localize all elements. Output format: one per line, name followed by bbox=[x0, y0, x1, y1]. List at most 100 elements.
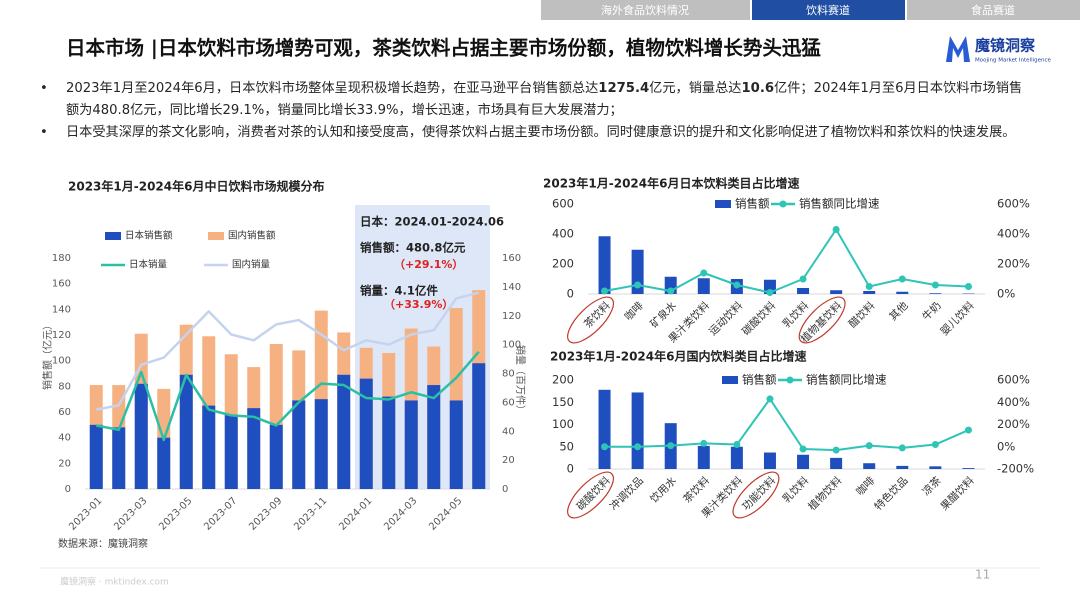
tab[interactable] bbox=[541, 0, 750, 20]
source: 数据来源：魔镜洞察 bbox=[58, 537, 148, 550]
line-marker bbox=[700, 269, 708, 277]
tab-label[interactable]: 海外食品饮料情况 bbox=[601, 3, 689, 17]
line-marker bbox=[832, 226, 840, 233]
bullet-text: 10.6 bbox=[741, 81, 775, 96]
bar bbox=[830, 457, 843, 469]
x-tick-label: 乳饮料 bbox=[780, 299, 812, 331]
line-marker bbox=[898, 444, 906, 452]
bar bbox=[598, 389, 611, 469]
bar bbox=[929, 466, 942, 469]
y2-tick-label: 200% bbox=[997, 417, 1030, 431]
line-marker bbox=[733, 441, 741, 449]
bar bbox=[179, 374, 193, 489]
x-tick-label: 乳饮料 bbox=[780, 474, 812, 506]
y2-tick-label: 400% bbox=[997, 395, 1030, 409]
y2-tick-label: 600% bbox=[997, 373, 1030, 387]
bullet: 日本受其深厚的茶文化影响，消费者对茶的认知和接受度高，使得茶饮料占据主要市场份额… bbox=[40, 122, 1030, 144]
line-marker bbox=[964, 283, 972, 290]
bar bbox=[631, 249, 644, 294]
bar bbox=[314, 399, 328, 489]
bar bbox=[929, 293, 942, 294]
bar bbox=[449, 400, 463, 489]
x-tick-label: 植物饮料 bbox=[805, 474, 844, 513]
bar bbox=[631, 392, 644, 469]
bar bbox=[896, 465, 909, 469]
bar bbox=[269, 424, 283, 489]
bar bbox=[247, 408, 261, 489]
line-marker bbox=[634, 281, 642, 289]
x-tick-label: 茶饮料 bbox=[581, 299, 613, 331]
tab-label[interactable]: 食品赛道 bbox=[971, 3, 1015, 17]
y-axis-label: 销售额（亿元） bbox=[41, 320, 54, 390]
y2-tick-label: 400% bbox=[997, 227, 1030, 241]
y-tick-label: 400 bbox=[552, 227, 574, 241]
y2-tick-label: 0 bbox=[502, 484, 508, 495]
legend-label: 日本销售额 bbox=[125, 230, 173, 242]
x-tick-label: 2024-01 bbox=[337, 495, 374, 532]
highlight-ring bbox=[567, 471, 614, 519]
x-tick-label: 2024-03 bbox=[382, 495, 419, 532]
annotation: （+29.1%） bbox=[394, 258, 463, 271]
bar bbox=[896, 291, 909, 294]
bar bbox=[830, 290, 843, 294]
logo-tagline: Moojing Market Intelligence bbox=[975, 58, 1052, 64]
x-tick-label: 牛奶 bbox=[920, 299, 944, 323]
x-tick-label: 婴儿饮料 bbox=[938, 299, 977, 338]
line-marker bbox=[898, 275, 906, 283]
tab-active[interactable] bbox=[752, 0, 905, 20]
bar bbox=[863, 291, 876, 294]
x-tick-label: 2023-05 bbox=[157, 495, 194, 532]
x-tick-label: 2023-07 bbox=[202, 495, 239, 532]
x-tick-label: 矿泉水 bbox=[647, 299, 679, 331]
y-tick-label: 0 bbox=[567, 462, 574, 476]
legend-label: 国内销量 bbox=[232, 259, 271, 271]
x-tick-label: 饮用水 bbox=[647, 474, 679, 506]
y2-tick-label: 140 bbox=[502, 282, 521, 293]
legend-label: 销售额 bbox=[735, 197, 770, 211]
y-tick-label: 100 bbox=[552, 417, 574, 431]
y2-tick-label: 80 bbox=[502, 369, 515, 380]
bar bbox=[112, 427, 126, 489]
y2-tick-label: 60 bbox=[502, 397, 515, 408]
x-tick-label: 果醋饮料 bbox=[938, 474, 977, 513]
legend-label: 国内销售额 bbox=[228, 230, 276, 242]
y-tick-label: 50 bbox=[559, 439, 574, 453]
highlight-ring bbox=[732, 471, 780, 519]
line-marker bbox=[964, 426, 972, 434]
line-marker bbox=[766, 289, 774, 296]
x-tick-label: 2024-05 bbox=[427, 495, 464, 532]
bullet-text: 2023年1月至2024年6月，日本饮料市场整体呈现积极增长趋势，在亚马逊平台销… bbox=[66, 81, 599, 96]
y-tick-label: 0 bbox=[65, 484, 71, 495]
page-number: 11 bbox=[975, 568, 990, 582]
chart-title: 2023年1月-2024年6月中日饮料市场规模分布 bbox=[68, 179, 324, 194]
line-marker bbox=[601, 443, 609, 451]
tab[interactable] bbox=[907, 0, 1080, 20]
bar bbox=[337, 374, 351, 489]
line-marker bbox=[667, 287, 675, 295]
bar bbox=[202, 405, 216, 489]
highlight-ring bbox=[567, 296, 614, 344]
legend-swatch bbox=[722, 376, 738, 384]
x-tick-label: 2023-01 bbox=[67, 495, 104, 532]
bar bbox=[763, 452, 776, 469]
y2-tick-label: 0% bbox=[997, 439, 1015, 453]
legend-swatch bbox=[208, 232, 224, 240]
line-marker bbox=[667, 442, 675, 450]
line-marker bbox=[733, 281, 741, 289]
legend-marker bbox=[786, 376, 794, 384]
y-tick-label: 0 bbox=[567, 287, 574, 301]
y2-tick-label: 160 bbox=[502, 253, 521, 264]
bar bbox=[157, 437, 171, 489]
legend-swatch bbox=[105, 232, 121, 240]
y-tick-label: 140 bbox=[52, 304, 71, 315]
tab-label[interactable]: 饮料赛道 bbox=[806, 3, 850, 17]
bullet-text: 亿件；2024年1月至6月日本饮料市场销售额为480.8亿元，同比增长29.1%… bbox=[66, 81, 1023, 118]
bar bbox=[863, 463, 876, 469]
bar bbox=[697, 278, 710, 294]
bullet-text: 日本受其深厚的茶文化影响，消费者对茶的认知和接受度高，使得茶饮料占据主要市场份额… bbox=[66, 125, 1016, 140]
bar bbox=[427, 385, 441, 489]
x-tick-label: 凉茶 bbox=[920, 474, 944, 498]
x-tick-label: 碳酸饮料 bbox=[739, 299, 778, 338]
x-tick-label: 2023-09 bbox=[247, 495, 284, 532]
